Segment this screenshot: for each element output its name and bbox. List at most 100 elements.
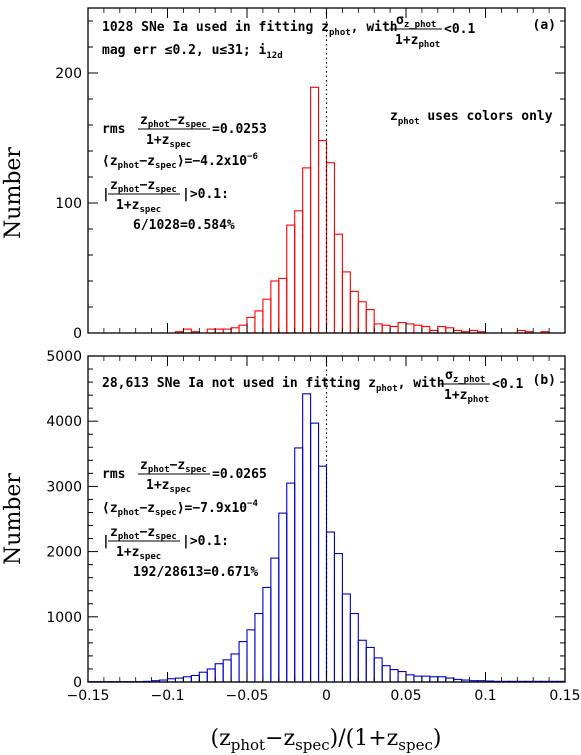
panel-a-outlier-value: 6/1028=0.584% bbox=[133, 218, 235, 233]
panel-b-header-den: 1+z bbox=[444, 388, 467, 403]
panel-a-selection-sub: 12d bbox=[266, 51, 282, 61]
panel-a-bar bbox=[389, 325, 399, 334]
panel-a-bar bbox=[310, 86, 320, 334]
panel-b-outlier-value: 192/28613=0.671% bbox=[133, 565, 258, 580]
panel-a-bar bbox=[365, 309, 375, 334]
panel-b-bar bbox=[206, 668, 216, 683]
panel-b-xtick-label: 0.05 bbox=[390, 688, 421, 704]
panel-a-bar bbox=[405, 323, 415, 334]
panel-b-outlier-cond: |>0.1: bbox=[182, 534, 229, 549]
panel-b-ytick-label: 0 bbox=[73, 675, 82, 691]
panel-a-bar bbox=[262, 298, 272, 334]
panel-b-xtick-label: 0 bbox=[322, 688, 331, 704]
panel-b-bar bbox=[413, 675, 423, 683]
panel-a-sigma: σ bbox=[396, 13, 404, 28]
panel-b-header: 28,613 SNe Ia not used in fitting z phot,… bbox=[102, 368, 523, 405]
panel-b-header-with: , with bbox=[398, 376, 445, 391]
panel-a-bar bbox=[238, 324, 248, 334]
panel-a-bar bbox=[254, 310, 264, 334]
panel-b-bar bbox=[325, 531, 335, 683]
panel-a-bar bbox=[445, 327, 455, 334]
svg-text:28,613 SNe Ia not used in fitt: 28,613 SNe Ia not used in fitting zphot,… bbox=[102, 376, 445, 394]
panel-a-header: 1028 SNe Ia used in fitting zphot, with … bbox=[102, 13, 475, 61]
panel-b-bar bbox=[294, 447, 304, 683]
panel-b-bar bbox=[437, 676, 447, 683]
panel-b-bar bbox=[302, 393, 312, 683]
svg-text:1+zspec: 1+zspec bbox=[116, 545, 161, 562]
panel-b-header-den-sub: phot bbox=[467, 395, 489, 405]
panel-b-bar bbox=[381, 665, 391, 683]
panel-a-header-den: 1+z bbox=[395, 33, 418, 48]
panel-b-bar bbox=[365, 646, 375, 683]
panel-b-bar bbox=[198, 671, 208, 683]
panel-a-bar bbox=[349, 290, 359, 334]
panel-a-bar bbox=[317, 140, 328, 334]
panel-a-ticks bbox=[87, 8, 566, 334]
panel-b-bar bbox=[397, 671, 407, 683]
panel-b-xtick-label: 0.1 bbox=[474, 688, 496, 704]
panel-a-header-text: 1028 SNe Ia used in fitting z bbox=[102, 20, 329, 35]
panel-b-mean: ⟨zphot−zspec⟩=−7.9x10−4 bbox=[102, 499, 259, 518]
panel-a-rms-value: =0.0253 bbox=[212, 122, 267, 137]
panel-b-bar bbox=[357, 639, 367, 683]
panel-b-outlier-bar: | bbox=[102, 534, 110, 549]
panel-b-label: (b) bbox=[533, 373, 556, 388]
panel-a-outlier-bar: | bbox=[102, 187, 110, 202]
panel-b-bar bbox=[190, 674, 200, 683]
panel-b-bar bbox=[405, 674, 415, 683]
panel-b-bar bbox=[310, 422, 320, 683]
panel-a-bar bbox=[357, 301, 367, 334]
panel-a-bar bbox=[230, 327, 240, 334]
panel-b-bar bbox=[270, 557, 280, 683]
panel-b-bar bbox=[214, 663, 224, 683]
panel-b-bar bbox=[286, 482, 296, 683]
panel-b-bar bbox=[317, 465, 328, 683]
svg-text:zphot−zspec: zphot−zspec bbox=[110, 178, 177, 195]
svg-text:1+zphot: 1+zphot bbox=[444, 388, 489, 405]
panel-b-xtick-label: −0.1 bbox=[151, 688, 185, 704]
panel-a-rms-label: rms bbox=[102, 122, 125, 137]
panel-b-bar bbox=[182, 676, 192, 683]
svg-text:1028 SNe Ia used in fitting zp: 1028 SNe Ia used in fitting zphot, with bbox=[102, 20, 398, 38]
panel-b-stats: rms zphot−zspec 1+zspec =0.0265 ⟨zphot−z… bbox=[102, 458, 267, 580]
panel-b-ytick-label: 2000 bbox=[46, 545, 82, 561]
panel-b-ylabel: Number bbox=[1, 473, 26, 565]
panel-b-sigma-sub: z_phot bbox=[453, 375, 486, 385]
panel-a-bar bbox=[333, 233, 343, 334]
panel-a: 0 100 200 Number (a) 1028 SNe Ia used in f… bbox=[1, 7, 566, 342]
panel-a-bar bbox=[381, 324, 391, 334]
panel-b-ytick-label: 5000 bbox=[46, 349, 82, 365]
panel-a-bar bbox=[270, 280, 280, 334]
panel-b-threshold: <0.1 bbox=[492, 377, 523, 392]
panel-a-threshold: <0.1 bbox=[444, 22, 475, 37]
panel-b: 0 1000 2000 3000 4000 5000 −0.15 −0.1 −0.05 0 0.05… bbox=[1, 349, 581, 704]
svg-text:1+zspec: 1+zspec bbox=[146, 478, 191, 495]
panel-a-selection: mag err ≤0.2, u≤31; i bbox=[102, 43, 267, 58]
panel-b-bar bbox=[373, 657, 383, 683]
panel-b-ytick-label: 1000 bbox=[46, 610, 82, 626]
panel-a-outlier-cond: |>0.1: bbox=[182, 187, 229, 202]
panel-b-bar bbox=[230, 653, 240, 683]
svg-text:zphot−zspec: zphot−zspec bbox=[140, 458, 207, 475]
panel-b-bar bbox=[341, 593, 351, 683]
panel-a-bar bbox=[302, 167, 312, 334]
panel-b-ytick-label: 4000 bbox=[46, 414, 82, 430]
svg-text:zphot−zspec: zphot−zspec bbox=[110, 525, 177, 542]
svg-text:σz_phot: σz_phot bbox=[396, 13, 436, 30]
panel-a-bar bbox=[294, 210, 304, 334]
x-axis-label: (zphot−zspec)/(1+zspec) bbox=[211, 726, 442, 754]
panel-a-sigma-sub: z_phot bbox=[404, 20, 437, 30]
panel-b-bar bbox=[262, 586, 272, 683]
panel-b-header-text: 28,613 SNe Ia not used in fitting z bbox=[102, 376, 376, 391]
panel-b-xtick-label: −0.05 bbox=[226, 688, 269, 704]
panel-a-bars bbox=[174, 86, 550, 334]
panel-b-xtick-label: −0.15 bbox=[67, 688, 110, 704]
panel-b-bar bbox=[421, 675, 431, 683]
panel-b-bar bbox=[389, 669, 399, 683]
panel-a-ylabel: Number bbox=[1, 147, 26, 239]
panel-a-header-den-sub: phot bbox=[418, 40, 440, 50]
panel-a-label: (a) bbox=[533, 18, 556, 33]
panel-a-bar bbox=[246, 316, 256, 334]
panel-a-stats: rms zphot−zspec 1+zspec =0.0253 ⟨zphot−z… bbox=[102, 113, 267, 233]
